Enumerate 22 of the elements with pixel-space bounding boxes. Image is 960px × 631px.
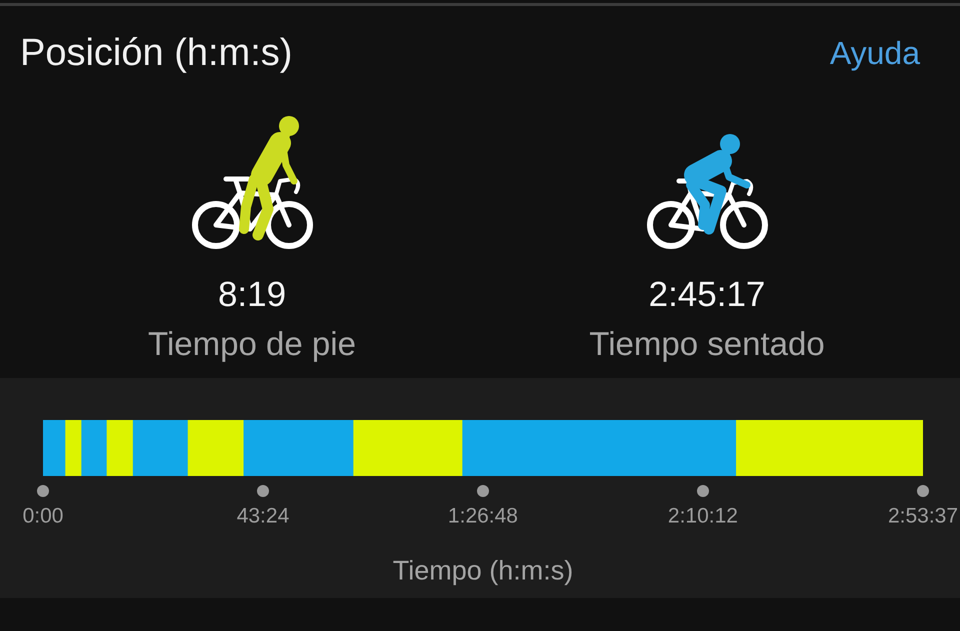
- x-tick-label: 2:10:12: [668, 504, 738, 528]
- x-axis-title: Tiempo (h:m:s): [392, 555, 574, 586]
- chart-title: Posición (h:m:s): [20, 32, 292, 74]
- text: 2:45:17: [648, 274, 766, 314]
- x-tick-label: 2:53:37: [888, 504, 958, 528]
- bar: [80, 420, 107, 476]
- bar: [735, 420, 923, 476]
- bar: [106, 420, 133, 476]
- bar: [64, 420, 82, 476]
- x-tick-label: 43:24: [236, 504, 290, 528]
- text: Tiempo de pie: [147, 324, 357, 362]
- text: Tiempo sentado: [588, 324, 826, 362]
- text: 8:19: [216, 274, 288, 314]
- bar: [187, 420, 244, 476]
- bar: [242, 420, 354, 476]
- bar: [352, 420, 462, 476]
- x-tick-label: 1:26:48: [448, 504, 518, 528]
- bar: [132, 420, 188, 476]
- bar: [462, 420, 736, 476]
- bar: [43, 420, 66, 476]
- x-tick-label: 0:00: [22, 504, 64, 528]
- text: Ayuda: [830, 35, 920, 72]
